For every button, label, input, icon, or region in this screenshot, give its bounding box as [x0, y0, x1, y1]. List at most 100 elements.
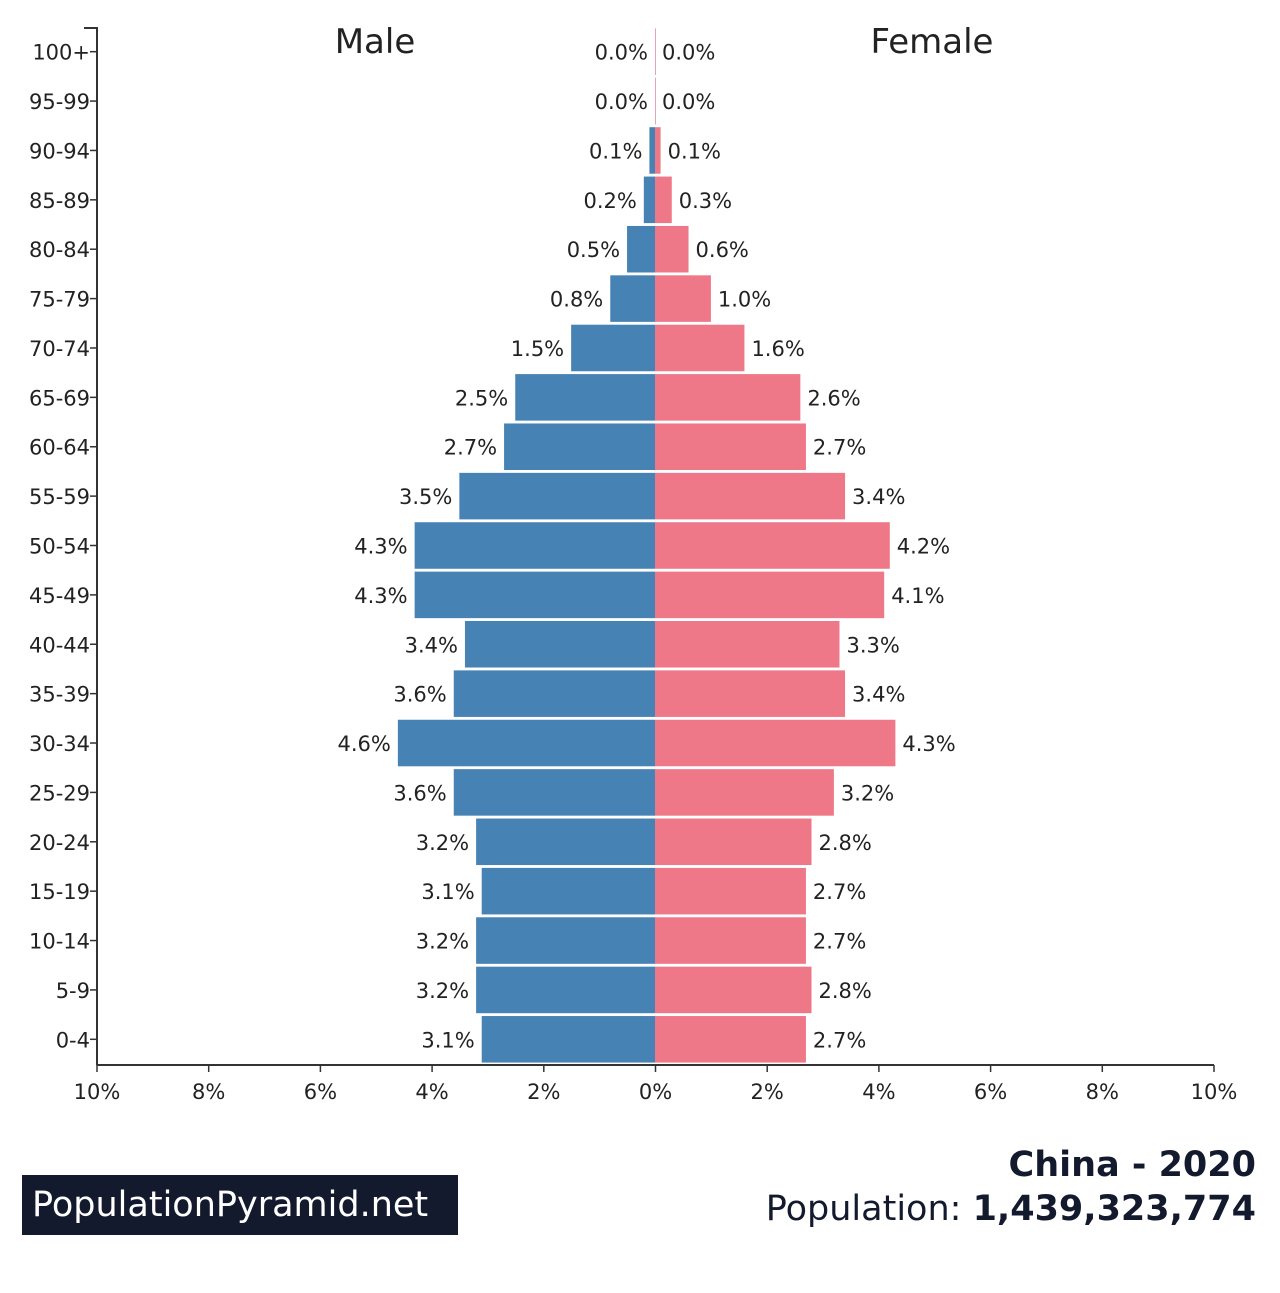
female-value-label: 2.7% — [813, 930, 866, 954]
population-label: Population: — [765, 1189, 962, 1229]
x-tick-label: 2% — [751, 1080, 784, 1104]
female-value-label: 4.1% — [891, 584, 944, 608]
female-bar — [655, 620, 840, 668]
female-value-label: 0.1% — [668, 139, 721, 163]
male-bar — [481, 867, 655, 915]
female-value-label: 0.3% — [679, 189, 732, 213]
male-bar — [453, 769, 655, 816]
age-group-label: 55-59 — [29, 485, 90, 509]
male-value-label: 0.0% — [595, 41, 648, 65]
age-group-label: 15-19 — [29, 880, 90, 904]
male-bar — [459, 472, 655, 520]
female-bar — [655, 28, 656, 75]
female-value-label: 3.4% — [852, 485, 905, 509]
female-value-label: 2.7% — [813, 1028, 866, 1052]
female-bar — [655, 472, 846, 520]
male-bar — [464, 620, 655, 668]
female-value-label: 3.3% — [846, 633, 899, 657]
female-bar — [655, 275, 711, 322]
male-value-label: 0.0% — [595, 90, 648, 114]
x-tick-label: 8% — [192, 1080, 225, 1104]
female-header: Female — [871, 22, 994, 62]
age-group-label: 10-14 — [29, 930, 90, 954]
age-group-label: 5-9 — [56, 979, 90, 1003]
male-value-label: 2.5% — [455, 386, 508, 410]
female-bar — [655, 966, 812, 1014]
male-bar — [414, 571, 655, 619]
male-bar — [515, 374, 655, 421]
female-value-label: 1.0% — [718, 288, 771, 312]
male-value-label: 4.3% — [354, 584, 407, 608]
female-value-label: 4.2% — [897, 535, 950, 559]
age-group-label: 45-49 — [29, 584, 90, 608]
age-group-label: 80-84 — [29, 238, 90, 262]
x-tick-label: 8% — [1086, 1080, 1119, 1104]
female-bar — [655, 176, 672, 224]
female-value-label: 0.6% — [696, 238, 749, 262]
male-bar — [414, 522, 655, 569]
female-bar — [655, 423, 806, 471]
x-tick-label: 2% — [527, 1080, 560, 1104]
age-group-label: 20-24 — [29, 831, 90, 855]
male-bar — [397, 719, 655, 767]
male-header: Male — [335, 22, 416, 62]
female-bar — [655, 571, 885, 619]
male-value-label: 3.2% — [416, 979, 469, 1003]
male-value-label: 0.5% — [567, 238, 620, 262]
female-bar — [655, 77, 656, 125]
male-bar — [476, 917, 655, 964]
age-group-label: 95-99 — [29, 90, 90, 114]
brand-text: PopulationPyramid.net — [32, 1185, 429, 1225]
age-group-label: 30-34 — [29, 732, 90, 756]
age-group-label: 100+ — [32, 41, 90, 65]
age-group-label: 40-44 — [29, 633, 90, 657]
female-bar — [655, 670, 846, 717]
age-group-label: 0-4 — [56, 1028, 90, 1052]
chart-caption: China - 2020 Population: 1,439,323,774 — [766, 1143, 1256, 1231]
female-value-label: 2.7% — [813, 880, 866, 904]
male-value-label: 3.2% — [416, 930, 469, 954]
female-bar — [655, 127, 661, 174]
female-bar — [655, 324, 745, 372]
male-bar — [649, 127, 655, 174]
female-bar — [655, 867, 806, 915]
female-value-label: 2.8% — [819, 831, 872, 855]
male-value-label: 3.6% — [393, 781, 446, 805]
population-pyramid-chart: 3.1% 2.7% 0-4 3.2% 2.8% 5-9 3.2% 2.7% 10-14 3.1% 2… — [29, 22, 1238, 1104]
male-value-label: 4.3% — [354, 535, 407, 559]
male-value-label: 3.4% — [405, 633, 458, 657]
age-group-label: 25-29 — [29, 781, 90, 805]
x-tick-label: 10% — [74, 1080, 121, 1104]
age-group-label: 90-94 — [29, 139, 90, 163]
population-value: 1,439,323,774 — [972, 1189, 1256, 1229]
age-group-label: 60-64 — [29, 436, 90, 460]
male-value-label: 3.1% — [421, 1028, 474, 1052]
male-bar — [504, 423, 655, 471]
male-bar — [476, 818, 655, 866]
age-group-label: 35-39 — [29, 683, 90, 707]
female-bar — [655, 225, 689, 273]
male-bar — [610, 275, 655, 322]
country-year-title: China - 2020 — [1008, 1145, 1256, 1185]
male-value-label: 1.5% — [511, 337, 564, 361]
male-bar — [571, 324, 655, 372]
x-tick-label: 0% — [639, 1080, 672, 1104]
female-bar — [655, 917, 806, 964]
male-value-label: 0.8% — [550, 288, 603, 312]
male-value-label: 3.5% — [399, 485, 452, 509]
female-bar — [655, 522, 890, 569]
female-value-label: 2.7% — [813, 436, 866, 460]
male-bar — [453, 670, 655, 717]
male-value-label: 3.2% — [416, 831, 469, 855]
population-line: Population: 1,439,323,774 — [766, 1187, 1256, 1231]
brand-logo[interactable]: PopulationPyramid.net — [22, 1175, 458, 1235]
male-value-label: 3.6% — [393, 683, 446, 707]
female-bar — [655, 1016, 806, 1063]
x-tick-label: 10% — [1191, 1080, 1238, 1104]
male-value-label: 2.7% — [444, 436, 497, 460]
age-group-label: 65-69 — [29, 386, 90, 410]
female-value-label: 1.6% — [751, 337, 804, 361]
x-tick-label: 6% — [974, 1080, 1007, 1104]
x-tick-label: 4% — [862, 1080, 895, 1104]
female-bar — [655, 719, 896, 767]
